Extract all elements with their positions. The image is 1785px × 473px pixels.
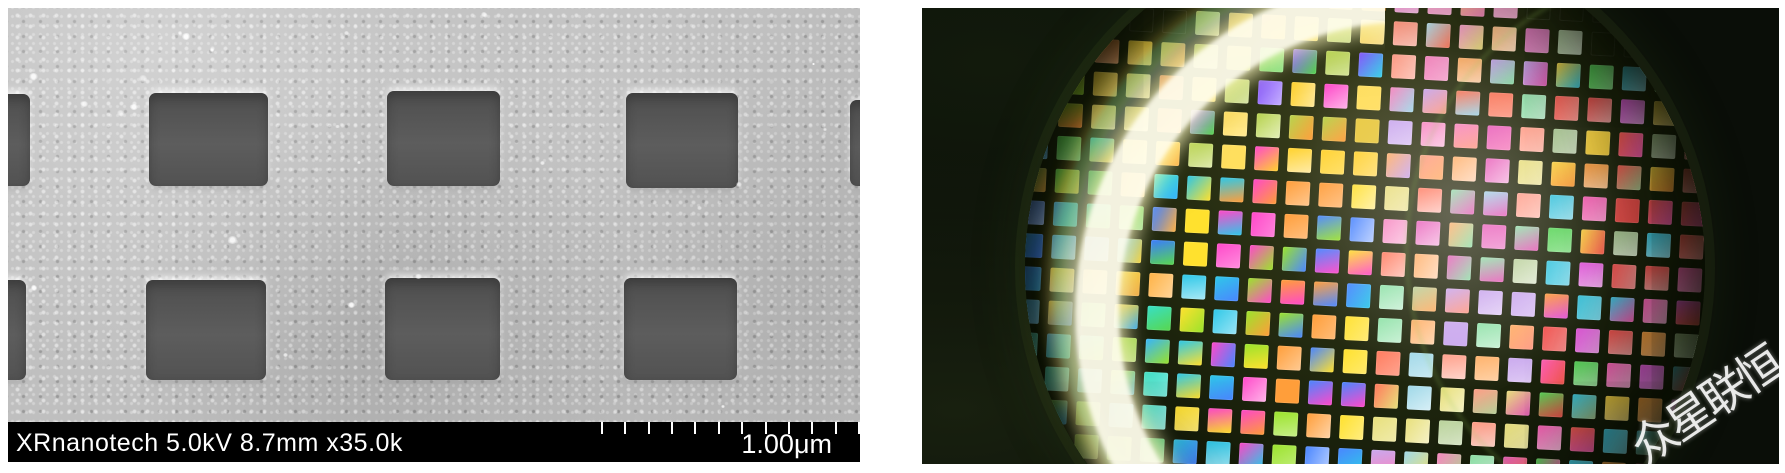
- scale-tick: [741, 422, 744, 434]
- surface-particle: [823, 128, 827, 132]
- sem-hole: [626, 93, 738, 188]
- surface-particle: [130, 104, 138, 111]
- sem-hole: [8, 280, 26, 380]
- surface-particle: [29, 73, 38, 81]
- sem-hole: [146, 280, 266, 380]
- scale-tick: [787, 422, 790, 434]
- sem-image-panel: XRnanotech 5.0kV 8.7mm x35.0k 1.00μm: [8, 8, 860, 462]
- optical-image-panel: 众星联恒: [922, 8, 1779, 464]
- sem-hole: [624, 278, 737, 380]
- highlight-crescent: [1025, 8, 1705, 464]
- surface-particle: [347, 301, 356, 308]
- surface-particle: [81, 101, 89, 108]
- sem-hole: [8, 94, 30, 186]
- surface-particle: [335, 124, 340, 129]
- surface-particle: [30, 285, 38, 291]
- sem-caption: XRnanotech 5.0kV 8.7mm x35.0k: [16, 429, 403, 457]
- sem-hole: [149, 93, 268, 186]
- surface-particle: [696, 205, 703, 210]
- surface-particle: [139, 75, 148, 83]
- surface-particle: [282, 353, 288, 358]
- scale-tick: [717, 422, 720, 434]
- surface-particle: [481, 12, 488, 18]
- surface-particle: [228, 236, 238, 244]
- sem-info-bar: XRnanotech 5.0kV 8.7mm x35.0k 1.00μm: [8, 422, 860, 462]
- sem-hole: [387, 91, 500, 186]
- scale-tick: [601, 422, 603, 434]
- surface-particle: [735, 182, 743, 188]
- scale-tick: [857, 422, 860, 434]
- scale-tick: [834, 422, 837, 434]
- surface-particle: [177, 31, 183, 35]
- scale-tick: [624, 422, 627, 434]
- surface-particle: [721, 405, 726, 409]
- scale-tick: [671, 422, 674, 434]
- scale-label: 1.00μm: [741, 429, 832, 459]
- surface-particle: [344, 31, 350, 36]
- wafer-circle: [1025, 8, 1705, 464]
- sem-membrane-surface: [8, 8, 860, 422]
- scale-bar: 1.00μm: [601, 422, 860, 462]
- surface-particle: [415, 273, 423, 280]
- surface-particle: [182, 33, 190, 40]
- sem-hole: [850, 100, 860, 186]
- scale-tick: [647, 422, 650, 434]
- scale-tick: [694, 422, 697, 434]
- lens-flare-ring: [1405, 8, 1705, 464]
- surface-particle: [811, 62, 816, 66]
- sem-hole: [385, 278, 500, 380]
- white-crescent-arc: [1075, 8, 1385, 464]
- scale-tick: [811, 422, 814, 434]
- surface-particle: [357, 161, 361, 164]
- surface-particle: [116, 109, 125, 116]
- scale-ticks: [601, 422, 860, 434]
- surface-particle: [539, 160, 546, 166]
- surface-particle: [209, 47, 215, 52]
- scale-tick: [764, 422, 767, 434]
